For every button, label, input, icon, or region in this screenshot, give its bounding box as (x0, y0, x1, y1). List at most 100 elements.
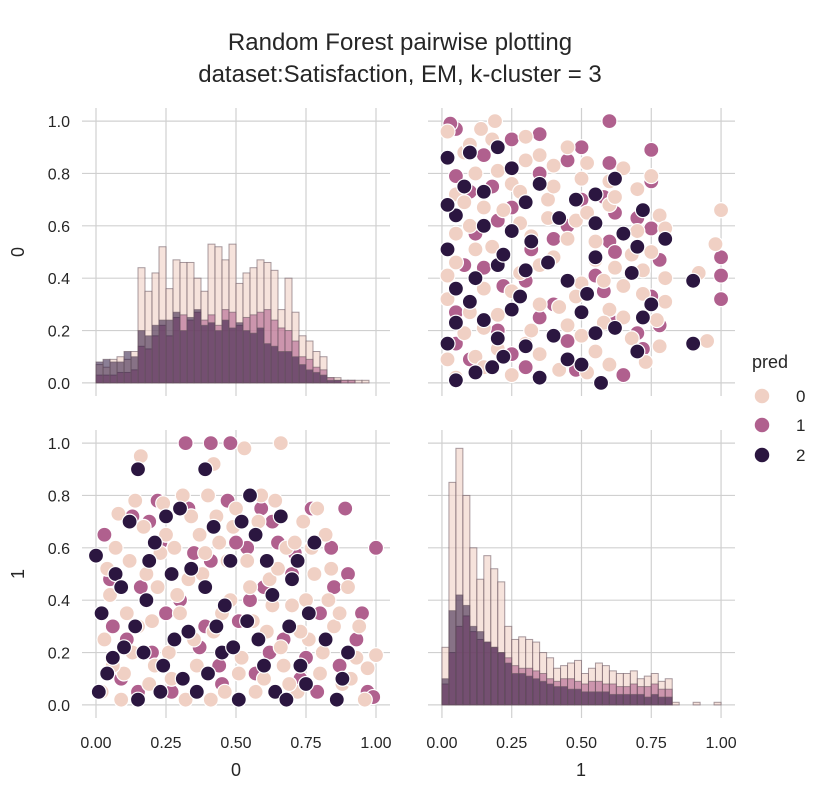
y-tick-label-0.2: 0.2 (48, 646, 70, 663)
point-class-0-9 (648, 311, 665, 329)
hist-bar-class-2-bin-22 (594, 691, 603, 706)
hist-bar-class-2-bin-29 (643, 696, 652, 706)
hist-bar-class-2-bin-32 (319, 374, 328, 384)
hist-bar-class-2-bin-27 (629, 693, 638, 706)
point-class-0-41 (339, 578, 357, 596)
point-class-2-42 (233, 513, 250, 530)
point-class-0-15 (475, 280, 492, 297)
point-class-0-82 (545, 157, 562, 174)
point-class-0-64 (456, 194, 473, 211)
point-class-0-43 (356, 691, 373, 708)
hist-bar-class-2-bin-18 (567, 688, 576, 706)
point-class-1-47 (643, 220, 660, 237)
hist-bar-class-2-bin-1 (448, 610, 457, 706)
point-class-2-39 (578, 285, 596, 302)
hist-bar-class-2-bin-18 (221, 319, 230, 384)
point-class-0-11 (166, 539, 183, 556)
point-class-2-5 (629, 343, 646, 360)
legend-marker-2 (753, 446, 771, 464)
point-class-0-7 (141, 675, 158, 693)
point-class-0-52 (551, 298, 568, 316)
point-class-1-31 (712, 267, 730, 284)
point-class-0-65 (286, 534, 303, 551)
point-class-2-54 (208, 618, 225, 635)
point-class-0-75 (272, 434, 289, 452)
legend-marker-1 (753, 416, 771, 434)
point-class-0-69 (323, 560, 340, 577)
hist-bar-class-2-bin-30 (305, 369, 314, 384)
point-class-2-40 (199, 665, 217, 682)
point-class-2-3 (573, 356, 590, 373)
point-class-0-46 (107, 539, 124, 556)
point-class-0-4 (587, 343, 604, 360)
point-class-2-55 (157, 508, 175, 525)
point-class-0-94 (359, 660, 376, 677)
hist-bar-class-2-bin-21 (242, 330, 251, 384)
hist-bar-class-2-bin-1 (102, 358, 111, 384)
point-class-2-4 (115, 639, 133, 656)
point-class-2-32 (197, 461, 214, 478)
hist-bar-class-0-bin-39 (713, 701, 722, 706)
point-class-0-26 (250, 513, 267, 530)
hist-bar-class-2-bin-4 (469, 625, 478, 706)
point-class-0-48 (127, 492, 144, 509)
point-class-1-44 (531, 126, 548, 143)
point-class-2-44 (447, 207, 465, 224)
panel-scatter-1-vs-0 (428, 108, 735, 396)
point-class-1-4 (559, 332, 576, 350)
y-tick-label-0.2: 0.2 (48, 324, 70, 341)
hist-bar-class-2-bin-10 (511, 672, 520, 706)
point-class-0-9 (155, 495, 172, 512)
point-class-2-9 (475, 311, 492, 329)
point-class-2-53 (292, 657, 309, 674)
y-tick-label-0.8: 0.8 (48, 166, 70, 183)
point-class-2-10 (163, 565, 180, 583)
point-class-0-28 (567, 212, 585, 229)
point-class-2-38 (503, 301, 520, 318)
point-class-1-27 (503, 131, 520, 148)
point-class-0-49 (573, 327, 590, 344)
point-class-0-79 (615, 277, 632, 295)
point-class-1-52 (227, 534, 245, 551)
point-class-2-28 (317, 631, 334, 648)
hist-bar-class-2-bin-10 (165, 319, 174, 384)
x-tick-label-0.25: 0.25 (150, 735, 181, 752)
legend-label-2: 2 (796, 446, 805, 465)
point-class-0-19 (211, 534, 228, 551)
hist-bar-class-2-bin-0 (95, 361, 104, 384)
point-class-0-37 (467, 165, 484, 182)
x-axis-label-col-0: 0 (231, 760, 241, 780)
x-tick-label-0.00: 0.00 (80, 735, 111, 752)
hist-bar-class-2-bin-26 (277, 350, 286, 384)
point-class-1-31 (202, 434, 219, 452)
point-class-0-74 (236, 440, 253, 457)
point-class-0-72 (517, 128, 534, 145)
point-class-0-13 (177, 691, 194, 708)
point-class-2-22 (551, 209, 568, 227)
point-class-0-63 (578, 204, 596, 221)
point-class-0-2 (110, 505, 127, 522)
point-class-2-46 (531, 175, 548, 193)
point-class-0-55 (595, 272, 612, 289)
hist-bar-class-0-bin-33 (671, 701, 680, 706)
hist-bar-class-2-bin-32 (664, 696, 673, 706)
point-class-2-19 (239, 613, 256, 630)
hist-bar-class-0-bin-36 (692, 701, 701, 706)
hist-bar-class-2-bin-5 (130, 356, 139, 384)
point-class-0-22 (643, 243, 660, 261)
hist-bar-class-2-bin-31 (312, 371, 321, 384)
point-class-0-13 (439, 291, 456, 308)
point-class-2-17 (587, 249, 604, 266)
point-class-0-20 (447, 254, 465, 271)
hist-bar-class-2-bin-33 (326, 379, 335, 384)
point-class-2-17 (222, 552, 239, 570)
point-class-2-8 (606, 319, 624, 337)
hist-bar-class-0-bin-37 (354, 379, 363, 384)
point-class-0-43 (439, 123, 456, 140)
point-class-0-28 (261, 571, 278, 588)
point-class-0-44 (367, 647, 385, 664)
legend-title: pred (752, 352, 788, 372)
point-class-2-56 (241, 487, 259, 504)
point-class-2-52 (587, 215, 604, 232)
point-class-0-37 (311, 665, 329, 682)
